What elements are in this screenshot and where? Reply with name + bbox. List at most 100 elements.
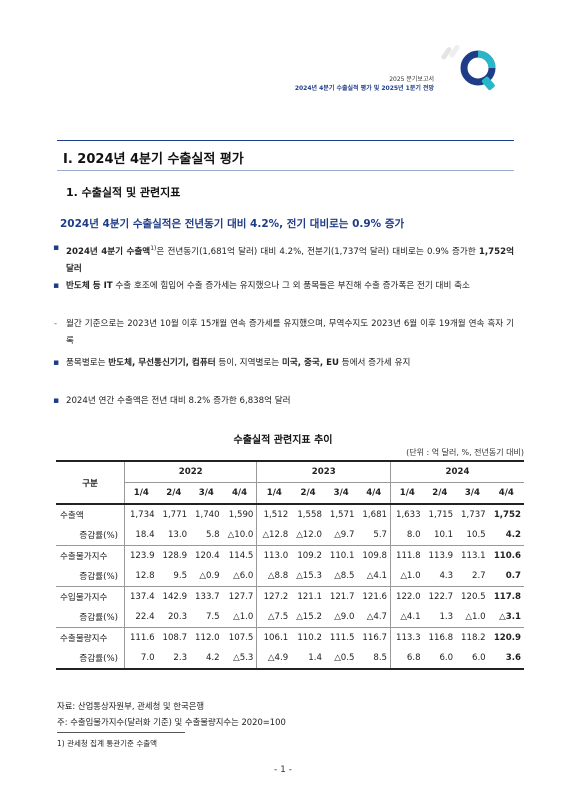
table-cell: 116.8	[423, 627, 457, 648]
table-cell: 110.6	[488, 545, 524, 566]
table-cell: 110.2	[291, 627, 325, 648]
table-cell: 8.0	[390, 525, 424, 546]
row-label: 수입물가지수	[56, 586, 125, 607]
quarter-header: 3/4	[456, 482, 489, 505]
table-cell: 121.7	[324, 586, 358, 607]
table-cell: 122.7	[423, 586, 457, 607]
dash-marker-icon: -	[54, 319, 58, 329]
table-cell: △5.3	[222, 648, 257, 670]
table-cell: △4.1	[366, 571, 388, 581]
table-cell: △9.0	[334, 612, 355, 622]
page-number: - 1 -	[274, 765, 292, 775]
table-cell: 111.6	[123, 627, 158, 648]
table-cell: 106.1	[256, 627, 292, 648]
table-cell: 10.1	[433, 530, 454, 540]
table-cell: 109.8	[357, 545, 391, 566]
table-cell: △1.0	[390, 566, 424, 587]
table-cell: 142.9	[157, 586, 191, 607]
table-cell: 20.3	[167, 612, 188, 622]
table-cell: △12.0	[296, 530, 322, 540]
table-cell: 0.7	[505, 571, 521, 581]
indicator-table: 구분 2022 2023 2024 1/4 2/4 3/4 4/4 1/4 2/4 3/4 4…	[56, 460, 524, 670]
table-cell: 111.8	[390, 545, 424, 566]
table-cell: 108.7	[157, 627, 191, 648]
table-cell: 120.4	[190, 545, 223, 566]
table-cell: 1,752	[493, 510, 521, 520]
table-cell: 10.5	[466, 530, 486, 540]
row-label: 증감률(%)	[79, 531, 118, 541]
row-label: 증감률(%)	[56, 648, 125, 670]
quarter-header: 2/4	[291, 482, 325, 505]
table-cell: △8.8	[256, 566, 292, 587]
table-cell: 127.7	[222, 586, 257, 607]
table-cell: 9.5	[173, 571, 188, 581]
table-cell: 137.4	[123, 586, 158, 607]
table-cell: 7.0	[123, 648, 158, 670]
table-cell: 1,590	[228, 510, 254, 520]
table-row: 증감률(%) 7.0 2.3 4.2 △5.3 △4.9 1.4 △0.5 8.5 6.8 6.0 6…	[56, 648, 524, 670]
table-row: 증감률(%) 12.8 9.5 △0.9 △6.0 △8.8 △15.3 △8.5 △4.1 △1…	[56, 566, 524, 587]
row-label: 증감률(%)	[79, 572, 118, 582]
table-cell: 1,633	[390, 504, 424, 525]
table-cell: 5.7	[373, 530, 388, 540]
section-rule	[57, 140, 514, 141]
source-note: 자료: 산업통상자원부, 관세청 및 한국은행	[57, 701, 205, 711]
table-cell: 3.6	[488, 648, 524, 670]
table-cell: △1.0	[465, 612, 486, 622]
table-cell: 1,558	[297, 510, 322, 520]
bullet-marker-icon: ▪	[53, 243, 60, 253]
table-row: 증감률(%) 18.4 13.0 5.8 △10.0 △12.8 △12.0 △9.7 5.7 8…	[56, 525, 524, 546]
bullet-marker-icon: ▪	[53, 396, 60, 406]
table-cell: 1,571	[329, 510, 355, 520]
bullet-marker-icon: ▪	[53, 358, 60, 368]
table-cell: 118.2	[456, 627, 489, 648]
table-cell: 121.1	[291, 586, 325, 607]
table-cell: 22.4	[123, 607, 158, 628]
table-cell: 128.9	[157, 545, 191, 566]
quarter-header: 4/4	[488, 482, 524, 505]
table-cell: 120.5	[456, 586, 489, 607]
table-cell: 2.3	[157, 648, 191, 670]
quarter-header: 3/4	[190, 482, 223, 505]
table-cell: 4.2	[190, 648, 223, 670]
table-title: 수출실적 관련지표 추이	[233, 435, 333, 446]
bullet-it-exports: ▪ 반도체 등 IT 수출 호조에 힘입어 수출 증가세는 유지했으나 그 외 …	[53, 278, 514, 295]
q-logo-icon	[441, 45, 496, 91]
table-cell: 116.7	[357, 627, 391, 648]
table-cell: 114.5	[222, 545, 257, 566]
table-cell: 123.9	[123, 545, 158, 566]
headline: 2024년 4분기 수출실적은 전년동기 대비 4.2%, 전기 대비로는 0.…	[60, 218, 405, 230]
table-cell: △4.7	[366, 612, 388, 622]
table-corner: 구분	[56, 460, 125, 505]
table-cell: 1.3	[439, 612, 454, 622]
table-cell: 110.1	[324, 545, 358, 566]
table-cell: 6.8	[390, 648, 424, 670]
table-cell: △1.0	[233, 612, 254, 622]
table-cell: 113.1	[456, 545, 489, 566]
table-cell: 1,771	[162, 510, 188, 520]
table-cell: 12.8	[123, 566, 158, 587]
year-header: 2022	[123, 460, 257, 483]
table-cell: △12.8	[256, 525, 292, 546]
table-cell: 2.7	[471, 571, 486, 581]
table-cell: 13.0	[167, 530, 188, 540]
index-note: 주: 수출입물가지수(달러화 기준) 및 수출물량지수는 2020=100	[57, 717, 286, 727]
table-cell: 1,737	[461, 510, 486, 520]
row-label: 증감률(%)	[79, 613, 118, 623]
bullet-items-regions: ▪ 품목별로는 반도체, 무선통신기기, 컴퓨터 등이, 지역별로는 미국, 중…	[53, 355, 514, 372]
table-cell: 6.0	[456, 648, 489, 670]
table-cell: 127.2	[256, 586, 292, 607]
row-label: 수출물량지수	[56, 627, 125, 648]
table-cell: 5.8	[205, 530, 220, 540]
table-cell: 113.0	[256, 545, 292, 566]
footnote-rule	[57, 732, 185, 733]
table-cell: △3.1	[499, 612, 521, 622]
quarter-header: 1/4	[123, 482, 158, 505]
row-label: 수출액	[60, 511, 84, 521]
bullet-marker-icon: ▪	[53, 281, 60, 291]
report-series-label: 2025 분기보고서	[389, 76, 434, 83]
table-row: 수입물가지수 137.4 142.9 133.7 127.7 127.2 121.1 121.…	[56, 586, 524, 607]
table-cell: 8.5	[357, 648, 391, 670]
bullet-annual: ▪ 2024년 연간 수출액은 전년 대비 8.2% 증가한 6,838억 달러	[53, 393, 514, 410]
quarter-header: 2/4	[423, 482, 457, 505]
